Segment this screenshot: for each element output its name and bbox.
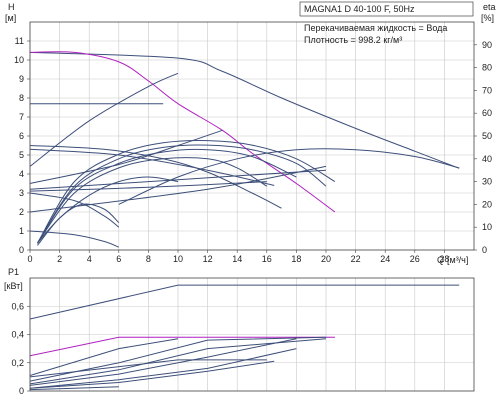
eta-tick-label: 80: [482, 63, 492, 73]
efficiency-curve-13: [36, 144, 327, 244]
head-curve-4: [29, 129, 223, 184]
head-curve-3: [29, 72, 179, 167]
power-tick-label: 0,4: [11, 330, 24, 340]
y-tick-label: 10: [14, 55, 24, 65]
power-tick-label: 0,2: [11, 358, 24, 368]
x-tick-label: 2: [57, 254, 62, 264]
power-curve-1: [29, 336, 335, 357]
y-tick-label: 0: [19, 245, 24, 255]
y-tick-label: 8: [19, 93, 24, 103]
eta-axis-unit: [%]: [481, 13, 494, 23]
x-tick-label: 16: [262, 254, 272, 264]
x-tick-label: 8: [146, 254, 151, 264]
head-curve-5: [29, 145, 282, 209]
power-curves: [29, 284, 460, 391]
efficiency-curve-14: [36, 148, 297, 244]
x-tick-label: 20: [321, 254, 331, 264]
efficiency-curve-15: [36, 157, 268, 244]
head-curve-0: [29, 51, 460, 169]
efficiency-curve-12: [36, 139, 336, 244]
y-tick-label: 3: [19, 188, 24, 198]
x-tick-label: 14: [232, 254, 242, 264]
x-tick-label: 18: [291, 254, 301, 264]
x-tick-label: 12: [203, 254, 213, 264]
head-curve-6: [29, 148, 275, 186]
power-axis-ticks: 0 0,2 0,4 0,6: [11, 301, 30, 396]
density-annotation: Плотность = 998.2 кг/м³: [304, 35, 402, 45]
y-tick-label: 1: [19, 226, 24, 236]
x-tick-label: 24: [380, 254, 390, 264]
x-tick-label: 4: [87, 254, 92, 264]
head-curve-7: [29, 192, 120, 228]
head-curve-10: [29, 169, 327, 190]
fluid-annotation: Перекачиваемая жидкость = Вода: [304, 23, 447, 33]
eta-tick-label: 40: [482, 154, 492, 164]
y-tick-label: 11: [15, 36, 24, 46]
head-curves: [29, 51, 460, 248]
efficiency-curve-18: [118, 148, 460, 205]
eta-tick-label: 60: [482, 108, 492, 118]
eta-tick-label: 30: [482, 177, 492, 187]
x-tick-label: 0: [27, 254, 32, 264]
efficiency-curve-17: [37, 203, 120, 246]
head-axis-label: H: [8, 2, 15, 12]
power-curve-3: [29, 338, 327, 385]
x-tick-label: 6: [116, 254, 121, 264]
head-axis-ticks: 0 2 4 6 8 10 12 14 16 18 20 22 24 26 28012345678910110…: [14, 36, 492, 264]
power-axis-unit: [кВт]: [4, 281, 23, 291]
y-tick-label: 7: [19, 112, 24, 122]
power-curve-5: [29, 348, 297, 389]
x-tick-label: 10: [173, 254, 183, 264]
power-curve-9: [29, 359, 267, 378]
power-axis-label: P1: [8, 267, 19, 277]
y-tick-label: 2: [19, 207, 24, 217]
x-tick-label: 26: [410, 254, 420, 264]
head-curve-8: [29, 230, 119, 248]
power-curve-7: [29, 386, 119, 391]
power-tick-label: 0: [19, 386, 24, 396]
eta-tick-label: 70: [482, 85, 492, 95]
eta-tick-label: 0: [482, 245, 487, 255]
flow-axis-unit: [м³/ч]: [447, 255, 468, 265]
eta-tick-label: 90: [482, 40, 492, 50]
y-tick-label: 4: [19, 169, 24, 179]
power-curve-8: [29, 338, 179, 376]
power-grid: [29, 278, 474, 392]
power-curve-0: [29, 284, 460, 320]
chart-title: MAGNA1 D 40-100 F, 50Hz: [304, 4, 415, 14]
power-curve-4: [29, 338, 297, 386]
power-curve-6: [29, 360, 275, 389]
eta-tick-label: 50: [482, 131, 492, 141]
eta-axis-label: eta: [483, 2, 496, 12]
power-tick-label: 0,6: [11, 301, 24, 311]
flow-axis-label: Q: [437, 255, 444, 265]
head-grid: [29, 22, 474, 251]
y-tick-label: 5: [19, 150, 24, 160]
head-curve-1: [29, 51, 336, 213]
y-tick-label: 6: [19, 131, 24, 141]
eta-tick-label: 20: [482, 199, 492, 209]
head-curve-9: [29, 181, 267, 192]
x-tick-label: 28: [439, 254, 449, 264]
y-tick-label: 9: [19, 74, 24, 84]
title-box: [299, 1, 474, 17]
head-curve-11: [29, 165, 327, 213]
eta-tick-label: 10: [482, 222, 492, 232]
x-tick-label: 22: [351, 254, 361, 264]
head-axis-unit: [м]: [5, 13, 16, 23]
